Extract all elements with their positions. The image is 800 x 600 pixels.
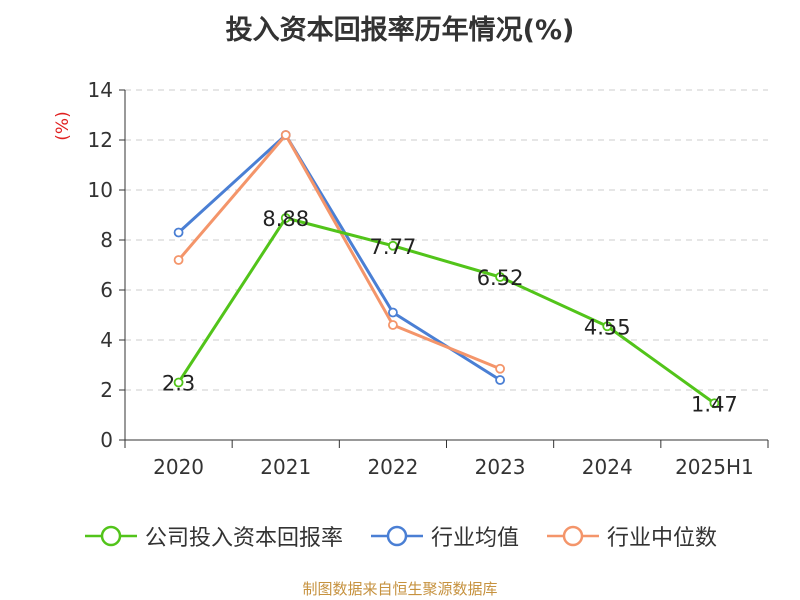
data-point [495,375,505,385]
series-line [177,133,501,371]
data-label: 1.47 [691,392,738,416]
data-point [280,130,291,140]
x-tick-label: 2023 [475,455,526,479]
legend-line-circle-icon [547,525,599,547]
data-labels: 2.3 8.88 7.77 6.52 4.55 1.47 [162,207,738,416]
y-tick-label: 6 [100,278,113,302]
legend-line-circle-icon [84,525,137,547]
y-tick-label: 10 [88,178,113,202]
series-line [177,216,716,405]
series-lines [173,130,720,409]
legend-item[interactable]: 行业中位数 [545,520,717,552]
data-point [173,377,184,388]
y-tick-label: 8 [100,228,113,252]
series-line [177,133,501,382]
data-point [495,272,505,282]
data-point [388,307,398,318]
legend-label: 公司投入资本回报率 [144,526,343,551]
data-point [388,240,398,251]
y-tick-label: 2 [100,378,113,402]
x-tick-label: 2025H1 [675,455,754,479]
x-tick-label: 2020 [153,455,204,479]
chart-title: 投入资本回报率历年情况(%) [225,15,575,46]
data-label: 7.77 [370,235,417,259]
axes: 0 2 4 6 8 10 12 14 2020 2021 2022 2023 2024 2025H1 (%) [53,78,769,479]
legend-label: 行业中位数 [607,526,718,551]
x-tick-label: 2024 [582,455,633,479]
data-point [173,227,184,238]
data-point [602,321,613,332]
legend-line-circle-icon [370,525,423,547]
legend-item[interactable]: 公司投入资本回报率 [83,520,343,552]
data-label: 4.55 [584,315,631,339]
data-label: 2.3 [162,372,195,396]
legend-item[interactable]: 行业均值 [369,520,519,552]
legend-label: 行业均值 [430,526,519,551]
data-point [280,213,291,223]
grid-lines [125,89,768,391]
y-tick-label: 4 [100,328,113,352]
legend: 公司投入资本回报率 行业均值 行业中位数 [0,520,800,552]
data-point [388,320,398,330]
y-tick-label: 12 [88,128,113,152]
data-point [173,255,184,265]
y-tick-label: 0 [100,428,113,452]
x-tick-label: 2021 [260,455,311,479]
data-point [495,363,505,374]
source-note: 制图数据来自恒生聚源数据库 [302,580,498,598]
data-label: 8.88 [262,207,309,231]
x-tick-label: 2022 [367,455,418,479]
y-axis-unit-label: (%) [53,111,73,140]
data-point [709,398,720,409]
y-tick-label: 14 [88,78,113,102]
data-label: 6.52 [477,266,524,290]
